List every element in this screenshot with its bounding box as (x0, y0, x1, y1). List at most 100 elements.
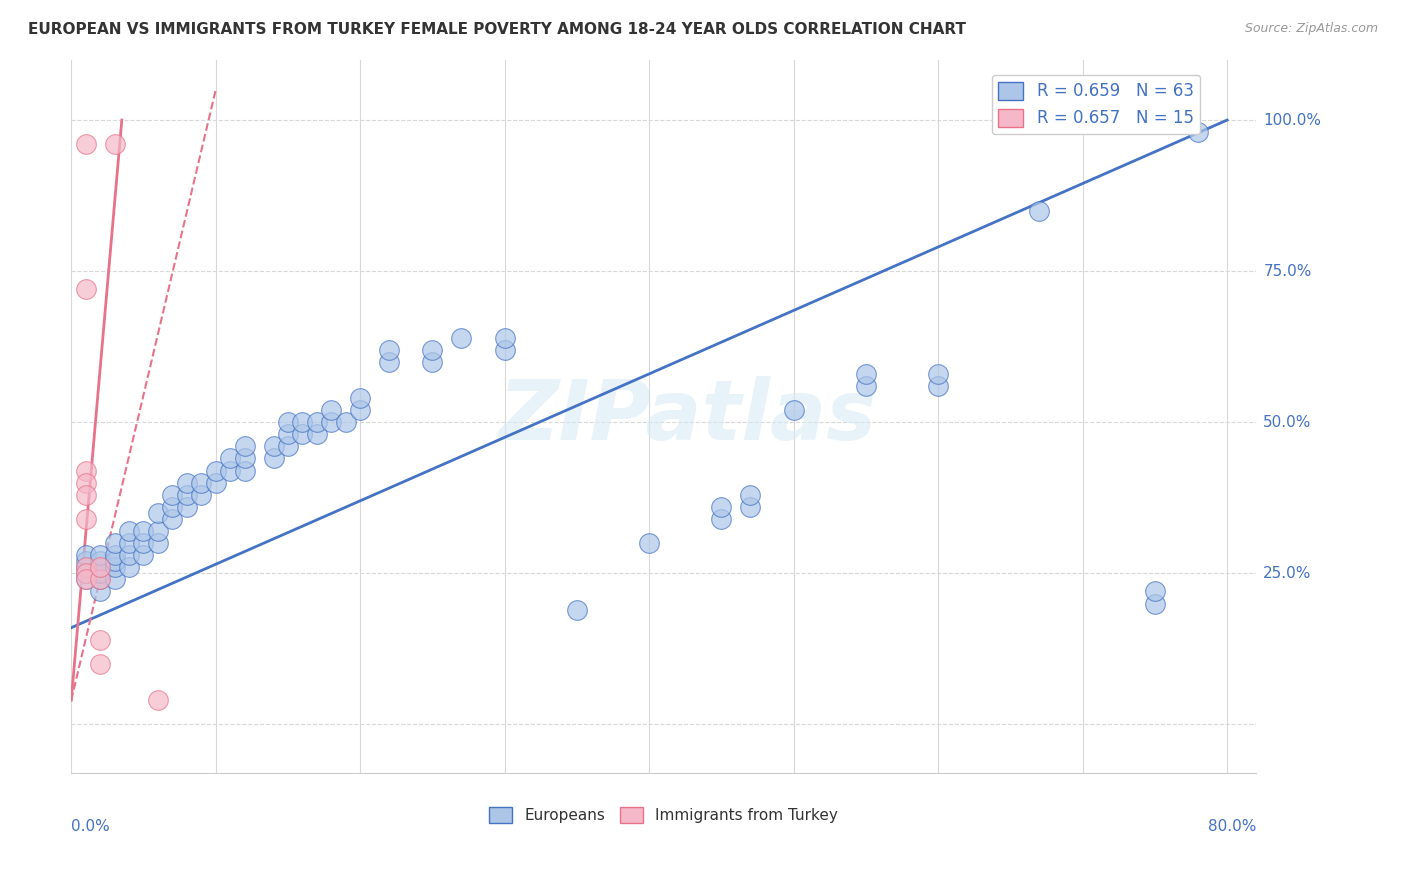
Point (277, 427, 299, 442)
Point (146, 506, 169, 520)
Point (291, 415, 314, 429)
Point (378, 343, 401, 357)
Point (75, 512, 97, 526)
Point (89, 573, 111, 587)
Point (146, 693, 169, 707)
Point (494, 330, 516, 344)
Point (638, 536, 661, 550)
Point (855, 379, 877, 393)
Point (75, 475, 97, 490)
Legend: Europeans, Immigrants from Turkey: Europeans, Immigrants from Turkey (482, 800, 845, 830)
Point (190, 488, 212, 502)
Point (321, 415, 343, 429)
Point (89, 566, 111, 581)
Point (1028, 203, 1050, 218)
Point (103, 536, 125, 550)
Point (132, 524, 155, 538)
Point (89, 554, 111, 568)
Point (118, 536, 141, 550)
Point (277, 415, 299, 429)
Point (146, 536, 169, 550)
Point (103, 560, 125, 574)
Text: EUROPEAN VS IMMIGRANTS FROM TURKEY FEMALE POVERTY AMONG 18-24 YEAR OLDS CORRELAT: EUROPEAN VS IMMIGRANTS FROM TURKEY FEMAL… (28, 22, 966, 37)
Text: 75.0%: 75.0% (1263, 264, 1312, 278)
Point (89, 584, 111, 599)
Point (855, 367, 877, 381)
Point (740, 500, 762, 514)
Text: 50.0%: 50.0% (1263, 415, 1312, 430)
Text: 25.0%: 25.0% (1263, 566, 1312, 581)
Point (204, 464, 226, 478)
Point (89, 632, 111, 647)
Point (75, 548, 97, 562)
Point (740, 488, 762, 502)
Text: ZIPatlas: ZIPatlas (498, 376, 876, 457)
Point (190, 475, 212, 490)
Point (305, 427, 328, 442)
Point (263, 451, 285, 466)
Point (118, 524, 141, 538)
Point (75, 282, 97, 296)
Point (927, 367, 949, 381)
Point (710, 512, 733, 526)
Point (75, 488, 97, 502)
Point (233, 464, 256, 478)
Point (75, 137, 97, 152)
Point (89, 548, 111, 562)
Point (103, 573, 125, 587)
Point (103, 548, 125, 562)
Point (450, 330, 472, 344)
Point (89, 573, 111, 587)
Point (565, 602, 588, 616)
Point (89, 560, 111, 574)
Point (75, 554, 97, 568)
Point (219, 464, 242, 478)
Point (75, 560, 97, 574)
Point (132, 536, 155, 550)
Point (233, 439, 256, 453)
Point (176, 488, 198, 502)
Point (118, 548, 141, 562)
Point (75, 464, 97, 478)
Point (132, 548, 155, 562)
Point (146, 524, 169, 538)
Point (162, 512, 184, 526)
Point (335, 415, 357, 429)
Text: Source: ZipAtlas.com: Source: ZipAtlas.com (1244, 22, 1378, 36)
Point (349, 403, 371, 417)
Point (162, 488, 184, 502)
Point (176, 500, 198, 514)
Point (103, 554, 125, 568)
Point (89, 560, 111, 574)
Point (1187, 125, 1209, 139)
Point (204, 475, 226, 490)
Point (75, 573, 97, 587)
Point (305, 415, 328, 429)
Text: 0.0%: 0.0% (72, 819, 110, 834)
Point (783, 403, 806, 417)
Point (118, 560, 141, 574)
Point (494, 343, 516, 357)
Point (75, 566, 97, 581)
Point (75, 566, 97, 581)
Point (422, 355, 444, 369)
Point (162, 500, 184, 514)
Point (103, 137, 125, 152)
Point (176, 475, 198, 490)
Point (233, 451, 256, 466)
Point (349, 391, 371, 405)
Point (927, 379, 949, 393)
Text: 100.0%: 100.0% (1263, 112, 1322, 128)
Point (710, 500, 733, 514)
Point (89, 657, 111, 671)
Point (1143, 597, 1166, 611)
Point (75, 573, 97, 587)
Point (75, 560, 97, 574)
Point (263, 439, 285, 453)
Point (291, 427, 314, 442)
Point (378, 355, 401, 369)
Text: 80.0%: 80.0% (1208, 819, 1256, 834)
Point (219, 451, 242, 466)
Point (1143, 584, 1166, 599)
Point (321, 403, 343, 417)
